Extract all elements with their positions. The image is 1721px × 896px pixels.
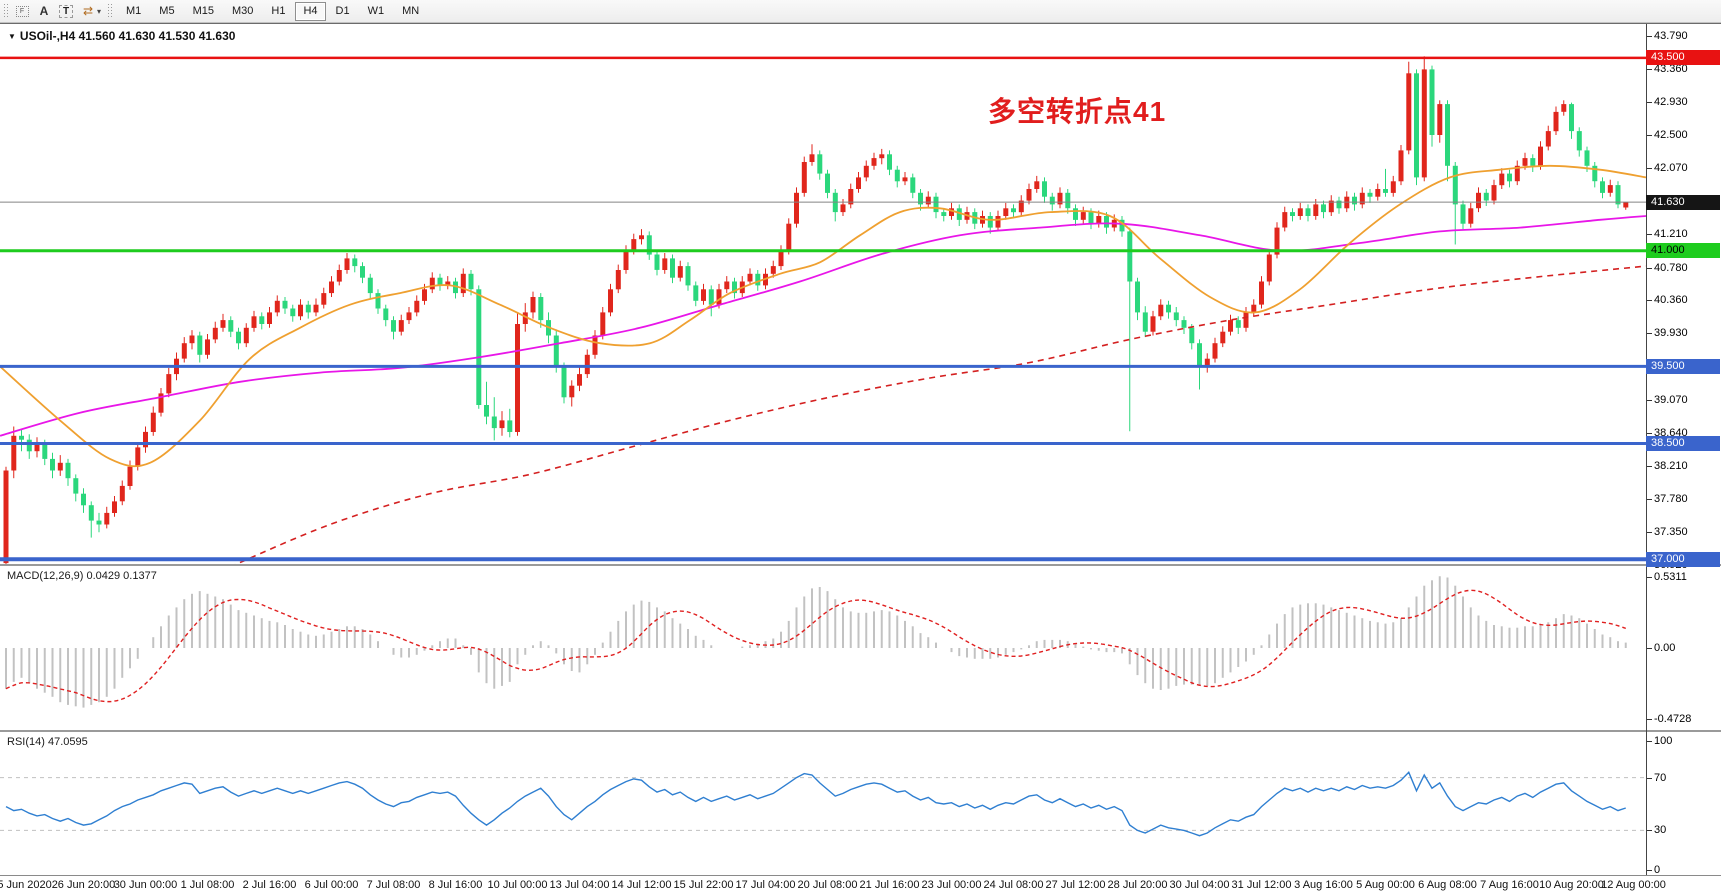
chart-top-border: [0, 23, 1721, 24]
timeframe-button-mn[interactable]: MN: [402, 5, 420, 18]
date-tick-label: 27 Jul 12:00: [1045, 879, 1106, 891]
price-tick-label: 43.360: [1647, 62, 1688, 76]
price-tick-label: 39.070: [1647, 393, 1688, 407]
timeframe-button-m30[interactable]: M30: [231, 5, 254, 18]
horizontal-lines-layer[interactable]: [0, 56, 1646, 562]
toolbar-drag-handle[interactable]: [3, 3, 8, 19]
date-tick-label: 6 Jul 00:00: [304, 879, 359, 891]
date-tick-label: 20 Jul 08:00: [797, 879, 858, 891]
chart-annotation-text: 多空转折点41: [988, 96, 1167, 127]
price-tick-label: 42.930: [1647, 95, 1688, 109]
date-tick-label: 24 Jul 08:00: [983, 879, 1044, 891]
rsi-axis-70: 70: [1647, 771, 1666, 785]
price-tick-label: 38.210: [1647, 459, 1688, 473]
rsi-indicator-label: RSI(14) 47.0595: [7, 736, 88, 748]
font-icon[interactable]: A: [39, 4, 49, 18]
chart-title: ▼ USOil-,H4 41.560 41.630 41.530 41.630: [8, 29, 236, 43]
date-tick-label: 26 Jun 20:00: [51, 879, 116, 891]
macd-axis-min: -0.4728: [1647, 712, 1691, 726]
price-tick-label: 42.070: [1647, 161, 1688, 175]
macd-axis-max: 0.5311: [1647, 570, 1687, 584]
ma-long-dashed-line: [234, 265, 1646, 564]
timeframe-button-m1[interactable]: M1: [126, 5, 142, 18]
date-tick-label: 30 Jul 04:00: [1169, 879, 1230, 891]
timeframe-group: M1 M5 M15 M30 H1 H4 D1 W1 MN: [117, 1, 428, 21]
price-tick-label: 41.210: [1647, 227, 1688, 241]
date-tick-label: 8 Jul 16:00: [428, 879, 483, 891]
date-tick-label: 7 Aug 16:00: [1480, 879, 1539, 891]
date-tick-label: 10 Aug 20:00: [1539, 879, 1604, 891]
panel-separator[interactable]: [0, 564, 1721, 566]
text-label-icon[interactable]: T: [55, 2, 77, 21]
price-tick-label: 42.500: [1647, 128, 1688, 142]
price-chart[interactable]: [0, 24, 1646, 564]
candles-layer: [3, 56, 1629, 564]
ma-fast-line: [0, 164, 1646, 468]
date-tick-label: 10 Jul 00:00: [487, 879, 548, 891]
date-tick-label: 23 Jul 00:00: [921, 879, 982, 891]
macd-indicator-label: MACD(12,26,9) 0.0429 0.1377: [7, 570, 157, 582]
resistance-price-label: 43.500: [1646, 50, 1720, 65]
rsi-line: [5, 771, 1626, 837]
timeframe-button-h4[interactable]: H4: [295, 1, 326, 21]
support3-price-label: 37.000: [1646, 552, 1720, 567]
support1-price-label: 39.500: [1646, 359, 1720, 374]
pivot-price-label: 41.000: [1646, 243, 1720, 258]
rsi-axis-100: 100: [1647, 734, 1672, 748]
date-tick-label: 14 Jul 12:00: [611, 879, 672, 891]
rsi-axis-0: 0: [1647, 863, 1660, 877]
price-tick-label: 40.360: [1647, 293, 1688, 307]
date-tick-label: 5 Aug 00:00: [1356, 879, 1415, 891]
date-tick-label: 1 Jul 08:00: [180, 879, 235, 891]
date-tick-label: 15 Jul 22:00: [673, 879, 734, 891]
timeframe-button-d1[interactable]: D1: [335, 5, 350, 18]
float-window-icon[interactable]: F: [11, 2, 33, 21]
date-tick-label: 21 Jul 16:00: [859, 879, 920, 891]
macd-axis-zero: 0.00: [1647, 641, 1675, 655]
timeframe-button-m15[interactable]: M15: [192, 5, 214, 18]
macd-signal-line: [5, 589, 1626, 703]
collapse-triangle-icon[interactable]: ▼: [8, 32, 16, 41]
ma-mid-line: [0, 215, 1646, 437]
panel-separator[interactable]: [0, 730, 1721, 732]
price-tick-label: 40.780: [1647, 261, 1688, 275]
support2-price-label: 38.500: [1646, 436, 1720, 451]
date-tick-label: 2 Jul 16:00: [242, 879, 297, 891]
dropdown-caret-icon[interactable]: ▾: [97, 6, 102, 16]
timeframe-button-h1[interactable]: H1: [271, 5, 286, 18]
timeframe-button-w1[interactable]: W1: [367, 5, 385, 18]
rsi-axis-30: 30: [1647, 823, 1666, 837]
date-tick-label: 25 Jun 2020: [0, 879, 52, 891]
moving-averages-layer: [0, 164, 1646, 564]
date-tick-label: 6 Aug 08:00: [1418, 879, 1477, 891]
date-tick-label: 12 Aug 00:00: [1601, 879, 1666, 891]
price-tick-label: 39.930: [1647, 326, 1688, 340]
current-price-label: 41.630: [1646, 195, 1720, 210]
timeframe-button-m5[interactable]: M5: [159, 5, 175, 18]
panel-separator: [0, 875, 1721, 876]
price-tick-label: 37.780: [1647, 492, 1688, 506]
date-tick-label: 7 Jul 08:00: [366, 879, 421, 891]
price-tick-label: 43.790: [1647, 29, 1688, 43]
macd-chart[interactable]: [0, 566, 1646, 730]
toolbar: F A T ⇄ ▾ M1 M5 M15 M30 H1 H4 D1 W1 MN: [0, 0, 1721, 23]
date-tick-label: 3 Aug 16:00: [1294, 879, 1353, 891]
date-tick-label: 17 Jul 04:00: [735, 879, 796, 891]
macd-histogram: [5, 576, 1627, 708]
date-tick-label: 31 Jul 12:00: [1231, 879, 1292, 891]
rsi-chart[interactable]: [0, 732, 1646, 875]
price-tick-label: 37.350: [1647, 525, 1688, 539]
switch-colors-icon[interactable]: ⇄: [82, 4, 94, 18]
date-tick-label: 13 Jul 04:00: [549, 879, 610, 891]
date-tick-label: 28 Jul 20:00: [1107, 879, 1168, 891]
date-tick-label: 30 Jun 00:00: [113, 879, 178, 891]
toolbar-separator: [107, 3, 114, 19]
